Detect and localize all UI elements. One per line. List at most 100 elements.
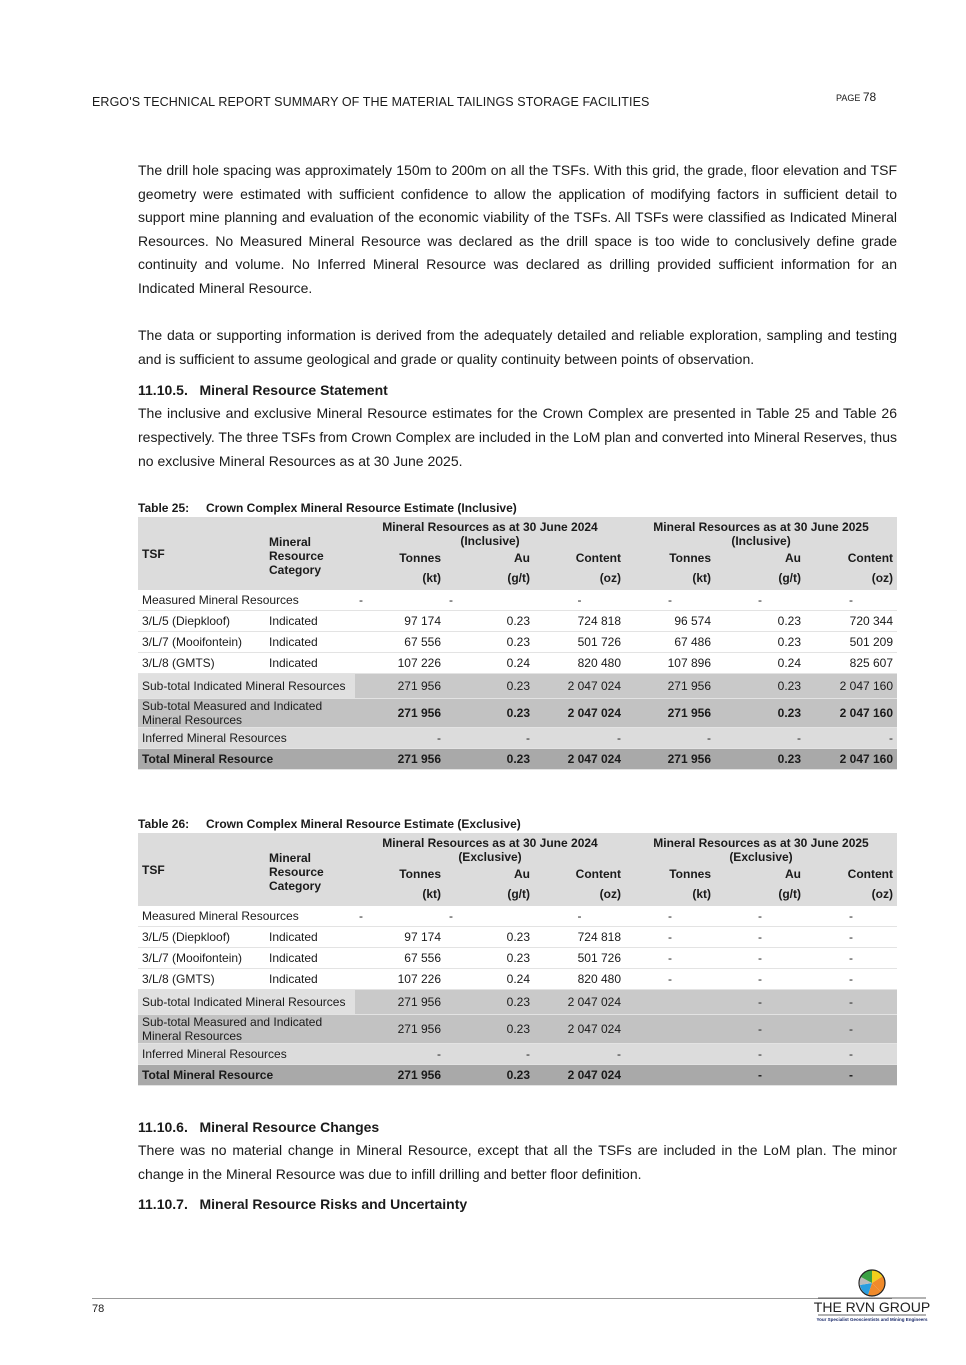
value-cell: 0.23 [445,698,534,728]
table-row: 3/L/8 (GMTS) Indicated 107 226 0.24 820 480 1… [138,652,898,674]
footer-page-number: 78 [92,1303,105,1315]
value-cell: 67 556 [355,631,445,653]
value-cell: 107 226 [355,652,445,674]
table-caption: Table 26: Crown Complex Mineral Resource … [138,817,897,831]
header-unit: (g/t) [445,568,534,590]
value-cell: 2 047 160 [805,698,898,728]
value-cell: - [805,989,897,1015]
header-unit: (oz) [805,884,897,906]
value-cell: - [805,968,897,990]
header-column: Tonnes [355,864,445,884]
table-row-measured: Measured Mineral Resources - - - - - - [138,906,897,927]
value-cell: - [625,926,715,948]
header-unit: (kt) [355,568,445,590]
table-row: 3/L/5 (Diepkloof) Indicated 97 174 0.23 724 … [138,610,898,632]
table-row: 3/L/8 (GMTS) Indicated 107 226 0.24 820 480-… [138,968,897,990]
row-label: Measured Mineral Resources [138,590,355,611]
value-cell: 271 956 [355,989,445,1015]
value-cell: 724 818 [534,926,625,948]
page-prefix: PAGE [836,93,861,103]
value-cell: 0.23 [445,748,534,770]
value-cell: - [625,590,716,611]
value-cell: - [715,906,805,927]
resource-table: TSF Mineral Resource Category Mineral Reso… [138,517,898,770]
value-cell: - [715,947,805,969]
value-cell: - [715,989,805,1015]
category: Indicated [265,968,355,990]
value-cell: - [445,906,534,927]
value-cell: 271 956 [355,673,445,699]
table-25: Table 25: Crown Complex Mineral Resource … [138,501,898,770]
value-cell: - [715,1043,805,1065]
value-cell: 271 956 [355,1014,445,1044]
value-cell: - [805,1064,897,1086]
row-label: Inferred Mineral Resources [138,1043,355,1065]
value-cell: - [625,947,715,969]
row-label: Sub-total Indicated Mineral Resources [138,989,355,1015]
value-cell: - [534,1043,625,1065]
header-unit: (kt) [625,884,715,906]
value-cell: 271 956 [355,748,445,770]
header-unit: (g/t) [715,884,805,906]
value-cell: - [534,906,625,927]
header-column: Content [534,548,626,568]
value-cell: 2 047 024 [534,698,626,728]
value-cell: - [625,906,715,927]
value-cell [625,1043,715,1065]
section-heading: 11.10.7. Mineral Resource Risks and Unce… [138,1196,468,1213]
header-group-2024: Mineral Resources as at 30 June 2024 (Ex… [355,833,625,864]
category: Indicated [265,947,355,969]
value-cell: - [534,727,626,749]
value-cell: - [715,968,805,990]
value-cell: 0.23 [445,1064,534,1086]
value-cell: 0.24 [445,968,534,990]
value-cell: 2 047 160 [805,673,898,699]
value-cell: 0.23 [445,1014,534,1044]
value-cell [625,1014,715,1044]
header-tsf: TSF [138,833,265,906]
table-row: 3/L/7 (Mooifontein) Indicated 67 556 0.23 50… [138,631,898,653]
header-column: Content [534,864,625,884]
paragraph: The data or supporting information is de… [138,327,897,367]
value-cell: - [805,1014,897,1044]
value-cell: 501 726 [534,947,625,969]
value-cell: 0.23 [715,610,806,632]
value-cell: 0.24 [445,652,534,674]
value-cell: 0.23 [445,631,534,653]
value-cell: - [715,590,806,611]
tsf-name: 3/L/8 (GMTS) [138,652,265,674]
value-cell: - [445,727,534,749]
value-cell: 501 209 [805,631,898,653]
value-cell: 271 956 [625,698,716,728]
value-cell: - [805,906,897,927]
header-unit: (kt) [355,884,445,906]
header-group-2025: Mineral Resources as at 30 June 2025 (In… [625,517,898,548]
value-cell: 2 047 024 [534,673,626,699]
value-cell: - [534,590,626,611]
paragraph: There was no material change in Mineral … [138,1142,897,1182]
rvn-logo: THE RVN GROUP Your Specialist Geoscienti… [812,1268,932,1324]
value-cell: 271 956 [355,698,445,728]
header-column: Au [445,864,534,884]
value-cell: - [805,727,898,749]
value-cell: 271 956 [355,1064,445,1086]
subtotal-indicated-row: Sub-total Indicated Mineral Resources 271… [138,989,897,1015]
section-heading: 11.10.6. Mineral Resource Changes [138,1119,380,1135]
header-unit: (kt) [625,568,716,590]
value-cell: 0.23 [715,748,806,770]
header-column: Au [715,548,806,568]
value-cell: 501 726 [534,631,626,653]
header-column: Au [445,548,534,568]
value-cell: - [715,926,805,948]
value-cell: - [715,1014,805,1044]
value-cell: 2 047 024 [534,748,626,770]
category: Indicated [265,631,355,653]
paragraph: The inclusive and exclusive Mineral Reso… [138,405,897,469]
value-cell: - [445,1043,534,1065]
total-row: Total Mineral Resource 271 956 0.23 2 047 0… [138,1064,897,1086]
row-label: Sub-total Measured and Indicated Mineral… [138,698,355,728]
header-column: Content [805,548,898,568]
value-cell: 2 047 024 [534,1014,625,1044]
value-cell: 107 226 [355,968,445,990]
header-unit: (oz) [805,568,898,590]
